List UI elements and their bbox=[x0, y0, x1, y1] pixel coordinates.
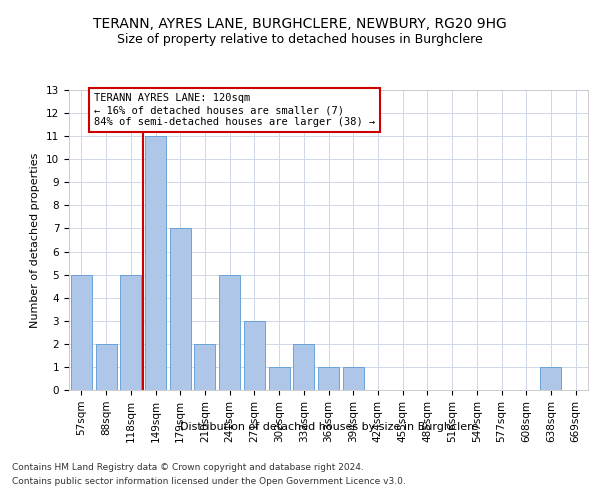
Text: TERANN AYRES LANE: 120sqm
← 16% of detached houses are smaller (7)
84% of semi-d: TERANN AYRES LANE: 120sqm ← 16% of detac… bbox=[94, 94, 375, 126]
Bar bbox=[293, 344, 314, 390]
Text: Distribution of detached houses by size in Burghclere: Distribution of detached houses by size … bbox=[179, 422, 478, 432]
Bar bbox=[170, 228, 191, 390]
Bar bbox=[541, 367, 562, 390]
Bar bbox=[120, 274, 141, 390]
Bar bbox=[318, 367, 339, 390]
Bar bbox=[343, 367, 364, 390]
Bar bbox=[219, 274, 240, 390]
Y-axis label: Number of detached properties: Number of detached properties bbox=[31, 152, 40, 328]
Text: Size of property relative to detached houses in Burghclere: Size of property relative to detached ho… bbox=[117, 32, 483, 46]
Bar bbox=[269, 367, 290, 390]
Bar bbox=[145, 136, 166, 390]
Text: Contains HM Land Registry data © Crown copyright and database right 2024.: Contains HM Land Registry data © Crown c… bbox=[12, 462, 364, 471]
Bar bbox=[244, 321, 265, 390]
Bar bbox=[194, 344, 215, 390]
Bar bbox=[95, 344, 116, 390]
Text: Contains public sector information licensed under the Open Government Licence v3: Contains public sector information licen… bbox=[12, 478, 406, 486]
Bar bbox=[71, 274, 92, 390]
Text: TERANN, AYRES LANE, BURGHCLERE, NEWBURY, RG20 9HG: TERANN, AYRES LANE, BURGHCLERE, NEWBURY,… bbox=[93, 18, 507, 32]
